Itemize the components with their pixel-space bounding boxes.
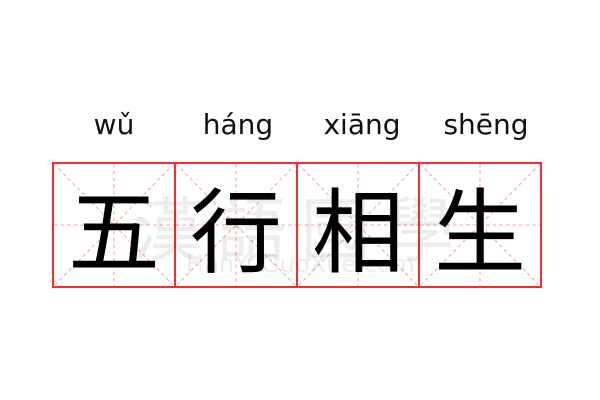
character-4: 生 (433, 179, 526, 287)
grid-guide-lines (420, 164, 540, 286)
pinyin-2: háng (202, 108, 274, 141)
pinyin-3: xiāng (323, 108, 401, 141)
character-2: 行 (189, 179, 282, 287)
pinyin-1: wǔ (93, 108, 135, 141)
grid-cell: 生 (418, 162, 542, 288)
watermark-logo: 漢語國學 (132, 190, 469, 272)
character-3: 相 (311, 179, 404, 287)
grid-cell: 行 (174, 162, 298, 288)
grid-guide-lines (298, 164, 418, 286)
watermark-url: HanYuGuoXue.com (186, 250, 415, 278)
character-1: 五 (67, 179, 160, 287)
grid-guide-lines (176, 164, 296, 286)
pinyin-4: shēng (443, 108, 529, 141)
character-grid: 五 行 相 生 (52, 162, 549, 288)
grid-cell: 五 (52, 162, 176, 288)
grid-guide-lines (54, 164, 174, 286)
grid-cell: 相 (296, 162, 420, 288)
